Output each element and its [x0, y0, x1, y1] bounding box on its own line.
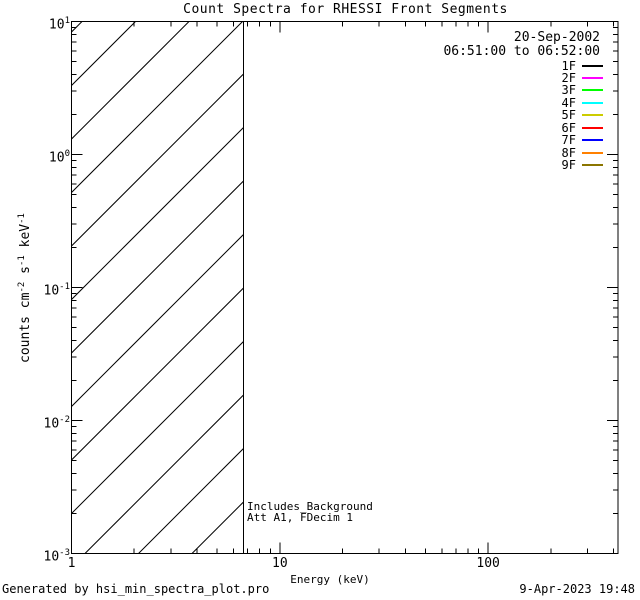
render-timestamp: 9-Apr-2023 19:48 — [519, 582, 635, 596]
legend-color-line — [582, 139, 603, 142]
x-axis-title: Energy (keV) — [290, 573, 370, 586]
generated-by-text: Generated by hsi_min_spectra_plot.pro — [2, 582, 270, 596]
legend-color-line — [582, 126, 603, 129]
axis-frame — [71, 21, 619, 554]
legend-entry-3f: 3F — [561, 83, 603, 98]
y-tick-label-10e1: 101 — [48, 16, 70, 33]
legend-color-line — [582, 151, 603, 154]
legend-entry-4f: 4F — [561, 95, 603, 110]
legend-entry-label: 5F — [561, 108, 576, 123]
legend-entry-7f: 7F — [561, 133, 603, 148]
x-tick-label-1: 1 — [67, 556, 76, 571]
axis-ticks — [71, 21, 618, 554]
x-tick-label-100: 100 — [476, 556, 500, 571]
background-note: Includes_Background — [247, 500, 373, 513]
legend-entry-5f: 5F — [561, 108, 603, 123]
legend-entry-label: 8F — [561, 145, 576, 160]
x-tick-label-10: 10 — [272, 556, 288, 571]
legend-entry-label: 1F — [561, 58, 576, 73]
y-tick-label-10e0: 100 — [48, 149, 70, 166]
legend-entry-8f: 8F — [561, 145, 603, 160]
y-tick-label-10e-1: 10-1 — [43, 282, 71, 299]
legend-color-line — [582, 114, 603, 117]
legend-date: 20-Sep-2002 — [513, 30, 600, 45]
legend-color-line — [582, 164, 603, 167]
y-tick-label-10e-2: 10-2 — [43, 415, 71, 432]
legend-color-line — [582, 89, 603, 92]
attenuator-note: Att A1, FDecim 1 — [247, 511, 353, 524]
legend-entry-9f: 9F — [561, 158, 603, 173]
legend-entry-2f: 2F — [561, 70, 603, 85]
legend-color-line — [582, 76, 603, 79]
legend-entry-1f: 1F — [561, 58, 603, 73]
legend-entry-label: 7F — [561, 133, 576, 148]
hatch-lines — [71, 21, 244, 554]
legend-entry-label: 4F — [561, 95, 576, 110]
legend-entry-label: 2F — [561, 70, 576, 85]
chart-title: Count Spectra for RHESSI Front Segments — [183, 2, 508, 17]
legend-entry-label: 6F — [561, 120, 576, 135]
legend-color-line — [582, 64, 603, 67]
legend-time-range: 06:51:00 to 06:52:00 — [443, 44, 600, 59]
legend-color-line — [582, 101, 603, 104]
legend-entry-label: 3F — [561, 83, 576, 98]
annotation-block: Includes_Background Att A1, FDecim 1 — [247, 501, 373, 523]
legend-entry-6f: 6F — [561, 120, 603, 135]
legend-entry-label: 9F — [561, 158, 576, 173]
